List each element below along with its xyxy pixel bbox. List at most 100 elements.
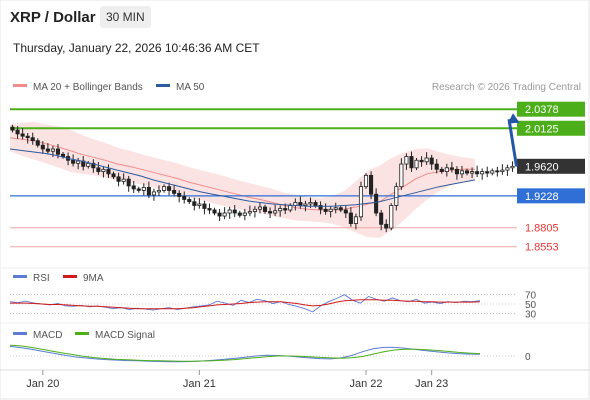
candle-body (308, 202, 313, 205)
candle-body (495, 170, 500, 173)
candle-body (101, 168, 106, 172)
candle-body (217, 212, 222, 217)
candle-body (187, 199, 192, 203)
candle-body (156, 190, 162, 193)
macd-zero-label: 0 (525, 352, 531, 363)
candle-body (55, 148, 61, 155)
candle-body (45, 148, 50, 152)
timeframe-badge[interactable]: 30 MIN (100, 6, 151, 28)
candle-body (369, 174, 374, 195)
candle-body (116, 176, 121, 182)
candle-body (434, 163, 439, 170)
price-panel: MA 20 + Bollinger Bands MA 50 Research © 2… (9, 82, 585, 254)
rsi-level-label: 50 (525, 300, 537, 311)
legend-swatch (13, 84, 27, 87)
level-value: 1.9228 (525, 191, 559, 203)
candle-body (197, 203, 202, 206)
legend-swatch (75, 332, 89, 335)
forecast-arrow (507, 118, 518, 167)
candle-body (141, 187, 146, 191)
candle-body (35, 140, 40, 146)
candle-body (283, 208, 288, 211)
candle-body (50, 148, 55, 152)
candle-body (247, 211, 252, 214)
candle-body (252, 208, 257, 212)
level-value: 2.0125 (525, 123, 559, 135)
legend-label: 9MA (83, 273, 104, 284)
candle-body (172, 190, 177, 194)
x-tick-label: Jan 23 (415, 378, 448, 390)
level-tag (517, 120, 585, 136)
legend-label: RSI (33, 273, 50, 284)
candle-body (389, 205, 394, 229)
timestamp: Thursday, January 22, 2026 10:46:36 AM C… (13, 41, 260, 55)
candle-body (278, 208, 283, 212)
candle-body (500, 169, 505, 172)
candle-body (111, 173, 116, 178)
candle-body (480, 171, 485, 175)
candle-body (338, 207, 343, 211)
candle-body (273, 210, 278, 214)
candle-body (363, 174, 369, 188)
legend-swatch (156, 84, 170, 87)
macd-signal-line (9, 344, 481, 362)
candle-body (177, 193, 182, 197)
candle-body (384, 223, 389, 229)
candle-body (232, 209, 237, 214)
candle-body (20, 133, 25, 137)
candle-body (464, 170, 470, 174)
candle-body (30, 137, 35, 142)
copyright: Research © 2026 Trading Central (432, 82, 581, 93)
candle-body (146, 187, 151, 196)
candle-body (318, 205, 323, 210)
ma50-line (9, 148, 476, 207)
candle-body (439, 168, 444, 172)
legend-swatch (13, 275, 27, 278)
candle-body (353, 216, 358, 224)
instrument-title: XRP / Dollar (10, 9, 96, 26)
candle-body (106, 168, 111, 175)
level-tag (517, 188, 585, 204)
candle-body (475, 171, 480, 175)
candle-body (268, 211, 273, 214)
legend-swatch (13, 332, 27, 335)
bollinger-band (10, 121, 475, 238)
candle-body (126, 178, 131, 187)
candle-body (348, 212, 353, 224)
candle-body (76, 160, 81, 164)
forecast-arrow-head (507, 113, 520, 124)
candle-body (444, 167, 449, 172)
legend-swatch (63, 275, 77, 278)
candle-body (161, 186, 167, 191)
candle-body (459, 170, 465, 175)
candle-body (192, 201, 197, 206)
candle-body (167, 186, 172, 191)
candle-body (303, 203, 308, 206)
candle-body (343, 209, 348, 214)
candle-body (449, 167, 454, 170)
candle-body (121, 178, 126, 182)
x-tick-label: Jan 22 (350, 378, 383, 390)
candle-body (288, 205, 293, 211)
candle-body (222, 212, 227, 217)
candle-body (394, 186, 399, 206)
candle-body (399, 163, 404, 188)
candle-body (212, 209, 217, 214)
candle-body (333, 207, 338, 210)
level-value: 1.8553 (525, 242, 559, 254)
legend-label: MA 50 (176, 82, 205, 93)
candle-body (15, 129, 20, 135)
candle-body (298, 202, 303, 206)
candle-body (414, 159, 419, 169)
candle-body (409, 156, 414, 169)
candle-body (419, 159, 424, 163)
candle-body (374, 193, 379, 214)
level-value: 2.0378 (525, 104, 559, 116)
candle-body (86, 162, 91, 167)
candle-body (257, 206, 263, 210)
level-tag (517, 158, 585, 174)
candle-body (96, 167, 101, 172)
candle-body (323, 208, 328, 212)
